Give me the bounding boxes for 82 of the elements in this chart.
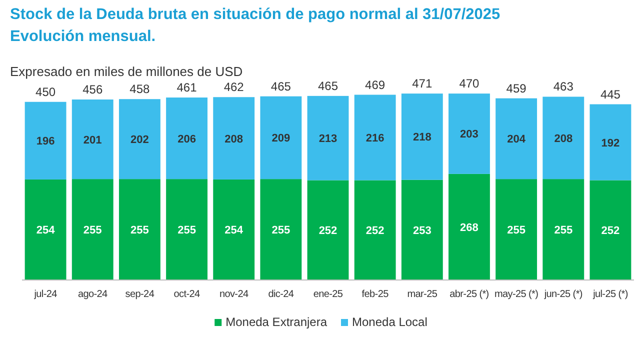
- total-label: 471: [412, 76, 432, 91]
- data-label: 252: [366, 225, 384, 238]
- data-label: 203: [460, 128, 478, 141]
- bar: [72, 179, 114, 280]
- x-tick-label: mar-25: [407, 289, 438, 300]
- total-label: 465: [318, 78, 338, 93]
- x-tick-label: ago-24: [78, 289, 108, 300]
- data-label: 254: [224, 224, 244, 237]
- total-label: 459: [506, 81, 527, 96]
- data-label: 255: [130, 224, 149, 237]
- data-label: 255: [178, 224, 196, 237]
- data-label: 204: [507, 134, 526, 146]
- total-label: 470: [459, 76, 480, 91]
- data-label: 252: [318, 225, 338, 238]
- data-label: 216: [366, 132, 384, 144]
- data-label: 254: [36, 224, 56, 237]
- data-label: 206: [178, 133, 196, 146]
- data-label: 201: [83, 134, 102, 146]
- bar: [590, 180, 632, 280]
- bar: [213, 179, 255, 280]
- bar: [260, 179, 302, 280]
- bar: [542, 179, 584, 280]
- chart-subtitle: Expresado en miles de millones de USD: [10, 64, 243, 79]
- bar: [166, 98, 208, 180]
- total-label: 465: [270, 79, 292, 94]
- data-label: 255: [272, 224, 290, 237]
- bar: [307, 96, 349, 180]
- data-label: 252: [601, 225, 620, 238]
- bar: [448, 94, 490, 174]
- bar: [24, 179, 66, 280]
- bar: [72, 100, 114, 180]
- total-label: 456: [82, 82, 103, 96]
- x-tick-label: abr-25 (*): [450, 289, 489, 300]
- x-tick-label: feb-25: [362, 289, 390, 300]
- bar: [166, 179, 208, 280]
- x-tick-label: nov-24: [219, 289, 249, 300]
- total-label: 458: [130, 82, 150, 96]
- bar: [118, 179, 160, 280]
- data-label: 253: [412, 224, 432, 237]
- data-label: 255: [554, 224, 573, 237]
- legend-label: Moneda Local: [352, 315, 428, 329]
- total-label: 461: [176, 80, 198, 95]
- data-label: 192: [601, 137, 620, 150]
- data-label: 202: [130, 134, 149, 146]
- x-tick-label: jun-25 (*): [543, 289, 582, 300]
- bar: [542, 96, 584, 180]
- bar: [496, 179, 538, 280]
- x-tick-label: may-25 (*): [494, 289, 538, 300]
- x-tick-label: jul-25 (*): [592, 289, 628, 300]
- total-label: 469: [365, 78, 386, 92]
- data-label: 255: [83, 224, 102, 237]
- total-label: 462: [224, 80, 244, 94]
- data-label: 208: [224, 133, 244, 146]
- chart-title: Stock de la Deuda bruta en situación de pago normal al 31/07/2025 Evolución mensual.: [10, 6, 501, 45]
- x-tick-label: jul-24: [33, 289, 58, 300]
- bar: [24, 102, 66, 180]
- bar: [448, 174, 490, 280]
- bar: [118, 99, 160, 180]
- total-label: 463: [553, 80, 574, 94]
- data-label: 196: [36, 136, 55, 148]
- bar: [401, 180, 443, 280]
- data-label: 209: [272, 132, 290, 145]
- data-label: 255: [507, 224, 526, 237]
- data-label: 213: [318, 133, 338, 146]
- x-tick-label: ene-25: [313, 289, 344, 300]
- data-label: 218: [412, 132, 432, 144]
- legend-label: Moneda Extranjera: [226, 315, 328, 329]
- bar: [354, 180, 396, 280]
- bar: [590, 104, 632, 180]
- bar: [354, 94, 396, 180]
- x-tick-label: sep-24: [125, 289, 155, 300]
- bar: [260, 96, 302, 180]
- data-label: 268: [460, 222, 478, 234]
- bar: [307, 180, 349, 280]
- bar: [496, 98, 538, 180]
- data-label: 208: [554, 132, 573, 145]
- x-tick-label: oct-24: [174, 289, 200, 300]
- x-tick-label: dic-24: [268, 289, 294, 300]
- total-label: 445: [600, 87, 621, 102]
- total-label: 450: [36, 84, 56, 99]
- bar: [213, 97, 255, 180]
- bar: [401, 94, 443, 180]
